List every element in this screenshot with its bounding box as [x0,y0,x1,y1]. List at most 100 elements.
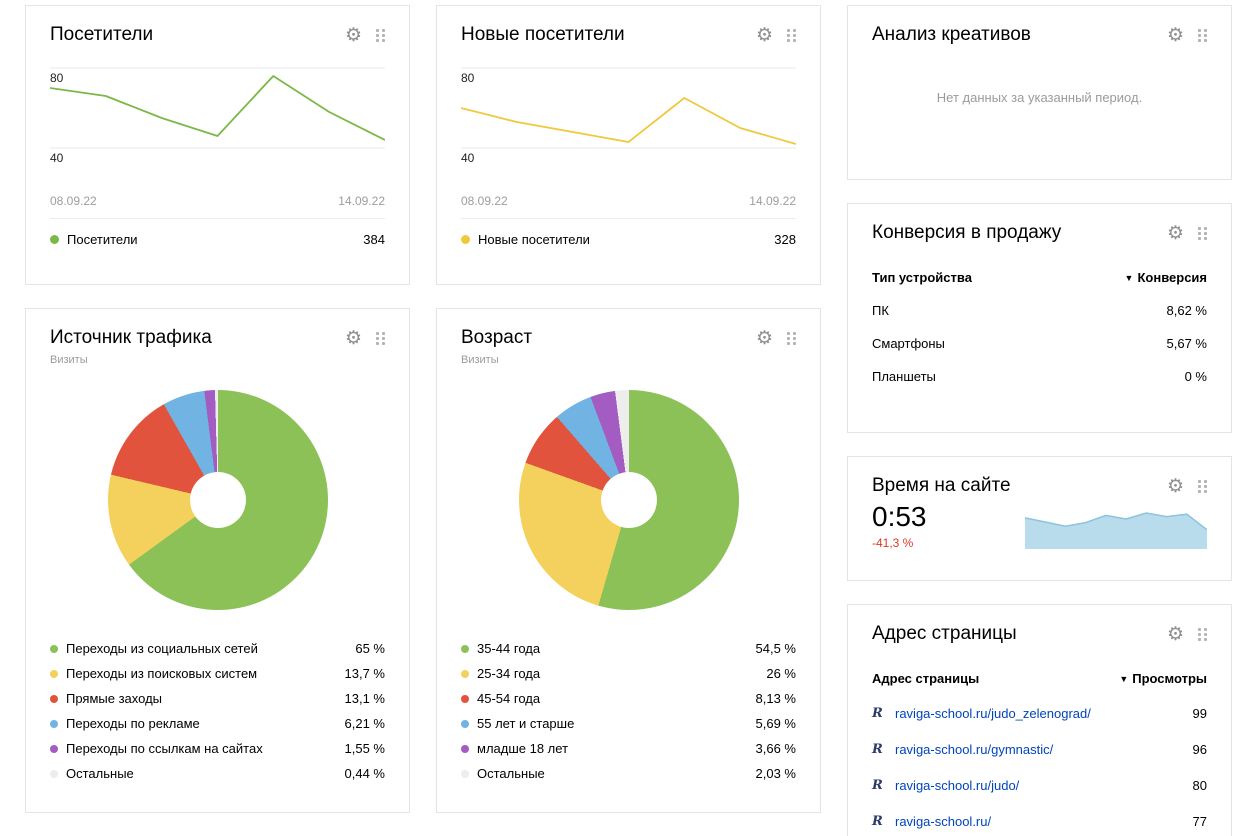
views-value: 96 [1192,741,1207,757]
widget-title: Источник трафика [50,327,212,348]
widget-controls: ⚙ [756,329,796,348]
series-label: Посетители [67,232,138,247]
legend-row[interactable]: 35-44 года 54,5 % [461,636,796,661]
drag-handle-icon[interactable] [787,332,796,345]
series-legend[interactable]: Новые посетители 328 [461,218,796,247]
pie-legend: 35-44 года 54,5 % 25-34 года 26 % 45-54 … [461,636,796,786]
time-area-chart[interactable] [1024,503,1208,549]
series-legend[interactable]: Посетители 384 [50,218,385,247]
column-header-device[interactable]: Тип устройства [872,270,972,285]
gear-icon[interactable]: ⚙ [1166,223,1184,244]
widget-controls: ⚙ [756,26,796,45]
gear-icon[interactable]: ⚙ [1166,624,1184,645]
legend-row[interactable]: младше 18 лет 3,66 % [461,736,796,761]
series-dot [461,235,470,244]
legend-row[interactable]: 55 лет и старше 5,69 % [461,711,796,736]
legend-row[interactable]: Переходы из социальных сетей 65 % [50,636,385,661]
legend-label: 45-54 года [477,691,541,706]
column-header-url[interactable]: Адрес страницы [872,671,980,686]
traffic-pie-chart[interactable] [107,390,328,610]
widget-header: Источник трафика Визиты ⚙ [50,325,385,366]
time-on-site-widget: Время на сайте ⚙ 0:53 -41,3 % [847,456,1232,581]
legend-dot [50,744,58,753]
legend-dot [50,769,58,778]
gear-icon[interactable]: ⚙ [1166,25,1184,46]
column-header-conversion[interactable]: ▼ Конверсия [1124,270,1207,285]
series-dot [50,235,59,244]
legend-label: 35-44 года [477,641,541,656]
legend-row[interactable]: Переходы по ссылкам на сайтах 1,55 % [50,736,385,761]
widget-header: Анализ креативов ⚙ [872,22,1207,48]
pie-chart-area [461,390,796,610]
new-visitors-line-chart[interactable]: 80 40 [461,58,796,178]
age-pie-chart[interactable] [518,390,739,610]
legend-value: 13,1 % [344,691,385,706]
legend-value: 3,66 % [755,741,796,756]
legend-value: 65 % [355,641,385,656]
views-value: 80 [1192,777,1207,793]
widget-header: Возраст Визиты ⚙ [461,325,796,366]
widget-controls: ⚙ [345,26,385,45]
page-url-link[interactable]: raviga-school.ru/judo_zelenograd/ [895,705,1091,721]
drag-handle-icon[interactable] [376,29,385,42]
widget-subtitle: Визиты [50,354,88,366]
widget-controls: ⚙ [1167,625,1207,644]
date-end: 14.09.22 [338,194,385,208]
page-url-link[interactable]: raviga-school.ru/judo/ [895,777,1020,793]
legend-row[interactable]: Переходы из поисковых систем 13,7 % [50,661,385,686]
drag-handle-icon[interactable] [1198,480,1207,493]
widget-header: Новые посетители ⚙ [461,22,796,48]
page-url-link[interactable]: raviga-school.ru/gymnastic/ [895,741,1054,757]
legend-dot [50,644,58,653]
column-right: Анализ креативов ⚙ Нет данных за указанн… [847,5,1232,836]
legend-value: 6,21 % [344,716,385,731]
gear-icon[interactable]: ⚙ [344,25,362,46]
time-value: 0:53 [872,501,927,532]
widget-header: Время на сайте ⚙ [872,473,1207,499]
pie-chart-area [50,390,385,610]
series-label: Новые посетители [478,232,590,247]
legend-row[interactable]: Остальные 0,44 % [50,761,385,786]
drag-handle-icon[interactable] [1198,628,1207,641]
widget-title: Посетители [50,24,154,45]
date-start: 08.09.22 [50,194,97,208]
legend-label: Остальные [66,766,134,781]
table-row: Смартфоны 5,67 % [872,327,1207,360]
table-row: R raviga-school.ru/gymnastic/ 96 [872,731,1207,767]
sort-desc-icon: ▼ [1124,273,1134,283]
drag-handle-icon[interactable] [1198,227,1207,240]
site-favicon-icon: R [872,777,883,793]
legend-row[interactable]: Прямые заходы 13,1 % [50,686,385,711]
conversion-value: 8,62 % [1166,303,1207,318]
gear-icon[interactable]: ⚙ [1166,476,1184,497]
legend-label: 25-34 года [477,666,541,681]
gear-icon[interactable]: ⚙ [755,25,773,46]
table-row: R raviga-school.ru/judo/ 80 [872,767,1207,803]
drag-handle-icon[interactable] [1198,29,1207,42]
visitors-line-chart[interactable]: 80 40 [50,58,385,178]
new-visitors-widget: Новые посетители ⚙ 80 40 08.09.22 14.09.… [436,5,821,285]
age-widget: Возраст Визиты ⚙ 35-44 года 54,5 % [436,308,821,813]
table-header: Адрес страницы ▼ Просмотры [872,659,1207,695]
drag-handle-icon[interactable] [376,332,385,345]
column-header-views[interactable]: ▼ Просмотры [1119,671,1207,686]
legend-row[interactable]: 45-54 года 8,13 % [461,686,796,711]
legend-label: 55 лет и старше [477,716,575,731]
legend-dot [461,769,469,778]
pie-legend: Переходы из социальных сетей 65 % Перехо… [50,636,385,786]
legend-row[interactable]: Переходы по рекламе 6,21 % [50,711,385,736]
drag-handle-icon[interactable] [787,29,796,42]
legend-dot [461,669,469,678]
legend-row[interactable]: Остальные 2,03 % [461,761,796,786]
page-url-link[interactable]: raviga-school.ru/ [895,813,992,829]
gear-icon[interactable]: ⚙ [755,328,773,349]
gear-icon[interactable]: ⚙ [344,328,362,349]
donut-hole [189,472,246,528]
time-content: 0:53 -41,3 % [872,501,1208,550]
visitors-widget: Посетители ⚙ 80 40 08.09.22 14.09.22 Пос… [25,5,410,285]
table-header: Тип устройства ▼ Конверсия [872,258,1207,294]
legend-row[interactable]: 25-34 года 26 % [461,661,796,686]
sort-desc-icon: ▼ [1119,674,1129,684]
legend-value: 1,55 % [344,741,385,756]
widget-title: Конверсия в продажу [872,222,1062,243]
